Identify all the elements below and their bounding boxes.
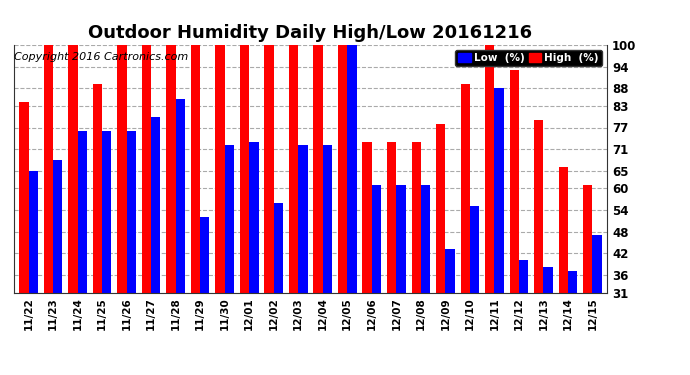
- Bar: [77, 131, 87, 292]
- Bar: [191, 45, 200, 292]
- Bar: [362, 142, 372, 292]
- Text: Copyright 2016 Cartronics.com: Copyright 2016 Cartronics.com: [14, 53, 188, 62]
- Bar: [445, 249, 455, 292]
- Bar: [534, 120, 544, 292]
- Bar: [593, 235, 602, 292]
- Bar: [460, 84, 470, 292]
- Bar: [396, 185, 406, 292]
- Bar: [298, 146, 308, 292]
- Bar: [289, 45, 298, 292]
- Bar: [495, 88, 504, 292]
- Bar: [387, 142, 396, 292]
- Bar: [347, 45, 357, 292]
- Bar: [264, 45, 274, 292]
- Bar: [117, 45, 126, 292]
- Bar: [519, 260, 529, 292]
- Bar: [510, 70, 519, 292]
- Bar: [372, 185, 381, 292]
- Bar: [470, 206, 479, 292]
- Bar: [166, 45, 176, 292]
- Bar: [126, 131, 136, 292]
- Bar: [200, 217, 210, 292]
- Bar: [142, 45, 151, 292]
- Bar: [215, 45, 225, 292]
- Bar: [583, 185, 593, 292]
- Bar: [92, 84, 102, 292]
- Bar: [176, 99, 185, 292]
- Bar: [411, 142, 421, 292]
- Bar: [68, 45, 77, 292]
- Bar: [559, 167, 568, 292]
- Bar: [225, 146, 234, 292]
- Bar: [421, 185, 430, 292]
- Bar: [28, 171, 38, 292]
- Bar: [436, 124, 445, 292]
- Bar: [313, 45, 323, 292]
- Bar: [102, 131, 111, 292]
- Bar: [240, 45, 249, 292]
- Bar: [19, 102, 28, 292]
- Legend: Low  (%), High  (%): Low (%), High (%): [455, 50, 602, 66]
- Bar: [274, 203, 283, 292]
- Bar: [568, 271, 578, 292]
- Bar: [338, 45, 347, 292]
- Bar: [544, 267, 553, 292]
- Bar: [53, 160, 62, 292]
- Bar: [249, 142, 259, 292]
- Bar: [485, 45, 495, 292]
- Title: Outdoor Humidity Daily High/Low 20161216: Outdoor Humidity Daily High/Low 20161216: [88, 24, 533, 42]
- Bar: [43, 45, 53, 292]
- Bar: [151, 117, 161, 292]
- Bar: [323, 146, 332, 292]
